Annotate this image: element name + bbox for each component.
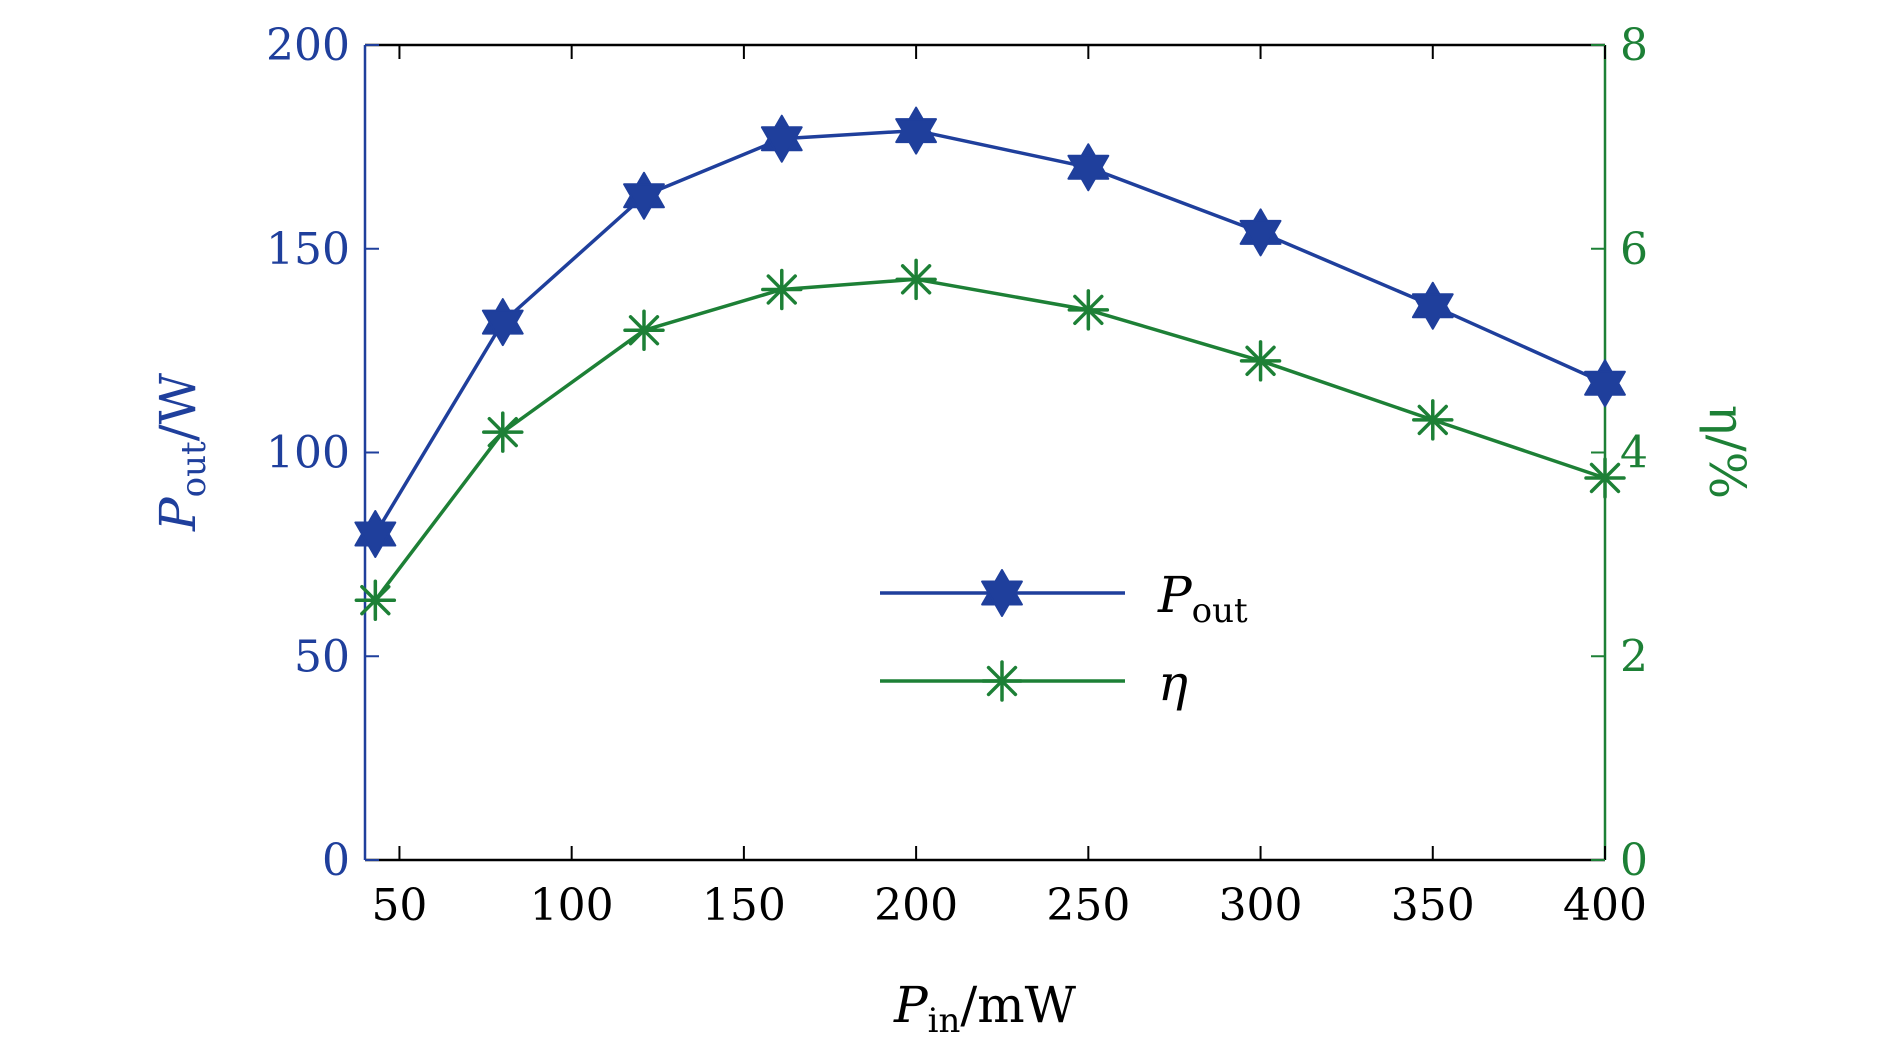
left-axis-label-main: P — [149, 496, 207, 532]
x-tick-label: 300 — [1219, 880, 1303, 931]
data-point-pout — [354, 510, 397, 558]
hexagram-marker-down — [354, 521, 397, 558]
legend-label-pout-sub: out — [1192, 591, 1248, 631]
data-point-pout — [760, 114, 803, 163]
right-tick-label: 6 — [1620, 224, 1648, 275]
x-tick-label: 400 — [1563, 880, 1647, 931]
asterisk-marker-stroke — [1073, 294, 1104, 326]
asterisk-marker-stroke — [1417, 404, 1448, 436]
left-tick-label: 50 — [294, 631, 350, 682]
series-pout — [354, 106, 1626, 558]
hexagram-marker-down — [1067, 154, 1110, 192]
data-point-pout — [895, 106, 937, 155]
hexagram-marker-down — [1584, 370, 1626, 408]
left-axis-label: Pout/W — [149, 372, 214, 532]
x-axis-label-main: P — [893, 976, 929, 1034]
x-axis-label-sub: in — [928, 1001, 961, 1040]
data-point-pout — [623, 171, 665, 220]
data-point-eta — [1412, 399, 1454, 441]
data-point-eta — [1584, 457, 1626, 499]
asterisk-marker-stroke — [1589, 462, 1621, 494]
right-tick-label: 2 — [1620, 631, 1648, 682]
left-axis-label-unit: /W — [149, 372, 207, 441]
data-point-pout — [1239, 208, 1282, 257]
data-point-eta — [1239, 340, 1282, 382]
series-line-pout — [373, 128, 1606, 535]
legend-label-eta: η — [1158, 654, 1188, 712]
x-tick-label: 100 — [530, 880, 614, 931]
x-tick-label: 150 — [702, 880, 786, 931]
left-tick-label: 200 — [266, 20, 350, 71]
hexagram-marker-down — [760, 126, 803, 163]
data-point-pout — [481, 298, 524, 347]
series-line-eta — [373, 277, 1606, 602]
asterisk-marker-stroke — [360, 585, 391, 616]
x-axis-label: Pin/mW — [893, 976, 1077, 1040]
data-point-eta — [1067, 289, 1110, 331]
x-axis-ticks: 50 100 150 200 250 300 350 400 — [371, 45, 1647, 931]
data-point-eta — [761, 268, 803, 311]
right-tick-label: 4 — [1620, 428, 1648, 479]
hexagram-marker-down — [981, 580, 1023, 617]
data-point-eta — [482, 411, 524, 453]
asterisk-marker-stroke — [1245, 345, 1276, 376]
left-tick-label: 150 — [266, 224, 350, 275]
legend-marker-pout — [981, 569, 1023, 617]
data-point-pout — [1067, 143, 1110, 192]
legend: Pout η — [880, 566, 1248, 712]
data-point-eta — [895, 258, 937, 301]
hexagram-marker-down — [895, 118, 937, 155]
right-tick-label: 0 — [1620, 835, 1648, 886]
asterisk-marker-stroke — [900, 264, 932, 295]
x-axis-label-unit: /mW — [960, 976, 1076, 1034]
x-tick-label: 200 — [874, 880, 958, 931]
x-tick-label: 50 — [371, 880, 427, 931]
series-eta — [354, 258, 1626, 621]
left-tick-label: 100 — [266, 428, 350, 479]
asterisk-marker-stroke — [487, 416, 518, 448]
hexagram-marker-down — [623, 183, 665, 220]
asterisk-marker-stroke — [986, 665, 1018, 697]
hexagram-marker-down — [1239, 219, 1282, 257]
right-axis-label: η/% — [1698, 405, 1756, 499]
data-point-eta — [623, 309, 665, 351]
data-point-pout — [1411, 281, 1454, 330]
hexagram-marker-down — [1411, 293, 1454, 330]
left-tick-label: 0 — [322, 835, 350, 886]
data-point-eta — [354, 579, 397, 621]
data-point-pout — [1584, 359, 1626, 408]
x-tick-label: 350 — [1391, 880, 1475, 931]
right-tick-label: 8 — [1620, 20, 1648, 71]
right-axis-ticks: 0 2 4 6 8 — [1591, 20, 1648, 886]
legend-label-pout: Pout — [1157, 566, 1248, 631]
left-axis-ticks: 0 50 100 150 200 — [266, 20, 379, 886]
x-tick-label: 250 — [1046, 880, 1130, 931]
plot-frame — [363, 43, 1607, 862]
legend-marker-eta — [981, 660, 1023, 702]
legend-label-pout-main: P — [1157, 566, 1193, 624]
asterisk-marker-stroke — [766, 274, 797, 305]
hexagram-marker-down — [481, 309, 524, 347]
left-axis-label-sub: out — [174, 441, 214, 497]
asterisk-marker-stroke — [628, 315, 660, 346]
series-layer — [354, 106, 1626, 621]
